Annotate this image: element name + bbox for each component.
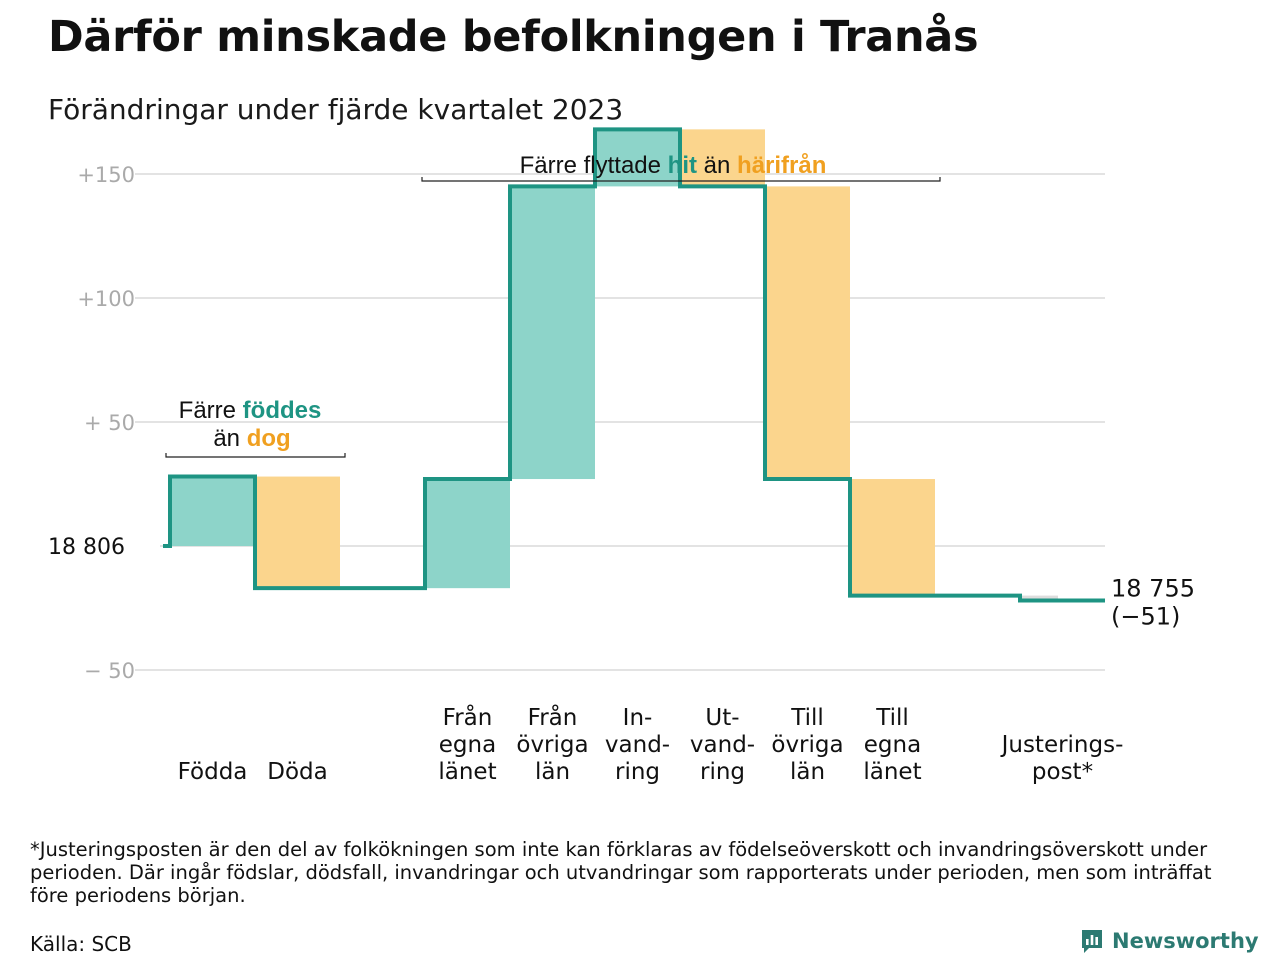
category-label: egna bbox=[864, 732, 921, 758]
bar-7 bbox=[765, 186, 850, 480]
end-change-label: (−51) bbox=[1111, 603, 1180, 631]
y-tick-label: +100 bbox=[77, 287, 135, 311]
brand-name: Newsworthy bbox=[1112, 929, 1259, 953]
births-annotation-middle: än bbox=[213, 425, 246, 452]
migration-bracket bbox=[421, 177, 941, 182]
births-annotation-line1: Färre föddes bbox=[179, 397, 322, 424]
cumulative-step-line bbox=[163, 127, 1105, 603]
end-value-label: 18 755 bbox=[1111, 575, 1195, 603]
newsworthy-logo-icon bbox=[1082, 930, 1102, 953]
category-label: In- bbox=[623, 705, 653, 731]
bar-6 bbox=[680, 129, 765, 187]
bar-3 bbox=[425, 479, 510, 589]
source-label: Källa: SCB bbox=[30, 932, 132, 956]
births-annotation-highlight: föddes bbox=[243, 397, 322, 424]
births-bracket bbox=[165, 453, 346, 458]
y-tick-label: + 50 bbox=[84, 411, 135, 435]
category-label: län bbox=[790, 759, 825, 785]
migration-annotation-highlight-out: härifrån bbox=[737, 152, 826, 179]
chart-subtitle: Förändringar under fjärde kvartalet 2023 bbox=[48, 93, 624, 126]
category-label: övriga bbox=[771, 732, 843, 758]
deaths-annotation-highlight: dog bbox=[247, 425, 291, 452]
bar-8 bbox=[850, 479, 935, 596]
category-label: Från bbox=[528, 703, 578, 731]
category-label: Födda bbox=[178, 759, 248, 785]
category-label: ring bbox=[700, 759, 745, 785]
migration-annotation-middle: än bbox=[697, 152, 737, 179]
bar-2 bbox=[255, 476, 340, 589]
bar-9 bbox=[1020, 595, 1058, 601]
category-label: Från bbox=[443, 703, 493, 731]
category-label: Justerings- bbox=[1000, 732, 1124, 758]
chart-title: Därför minskade befolkningen i Tranås bbox=[48, 12, 979, 62]
migration-annotation-prefix: Färre flyttade bbox=[520, 152, 668, 179]
category-label: länet bbox=[863, 759, 921, 785]
footnote: *Justeringsposten är den del av folkökni… bbox=[30, 838, 1212, 907]
category-label: län bbox=[535, 759, 570, 785]
births-annotation-line2: än dog bbox=[213, 425, 290, 452]
category-label: övriga bbox=[516, 732, 588, 758]
y-tick-label: +150 bbox=[77, 163, 135, 187]
category-label: Döda bbox=[267, 759, 327, 785]
category-label: länet bbox=[438, 759, 496, 785]
brand-logo[interactable]: Newsworthy bbox=[1080, 928, 1259, 954]
y-tick-label: − 50 bbox=[84, 659, 135, 683]
category-label: Till bbox=[875, 705, 909, 731]
bar-4 bbox=[510, 186, 595, 480]
category-label: vand- bbox=[690, 732, 755, 758]
waterfall-chart: +150 +100 + 50 − 50 18 806 18 755(−51) Födda Dö… bbox=[48, 127, 1195, 785]
bar-5 bbox=[595, 129, 680, 187]
migration-annotation: Färre flyttade hit än härifrån bbox=[520, 152, 827, 179]
category-label: Till bbox=[790, 705, 824, 731]
bar-1 bbox=[170, 476, 255, 546]
category-label: egna bbox=[439, 732, 496, 758]
category-label: ring bbox=[615, 759, 660, 785]
category-label: Ut- bbox=[705, 705, 739, 731]
migration-annotation-highlight-in: hit bbox=[668, 152, 697, 179]
births-annotation-prefix: Färre bbox=[179, 397, 243, 424]
category-label: post* bbox=[1032, 759, 1093, 785]
start-value-label: 18 806 bbox=[48, 535, 125, 560]
category-label: vand- bbox=[605, 732, 670, 758]
